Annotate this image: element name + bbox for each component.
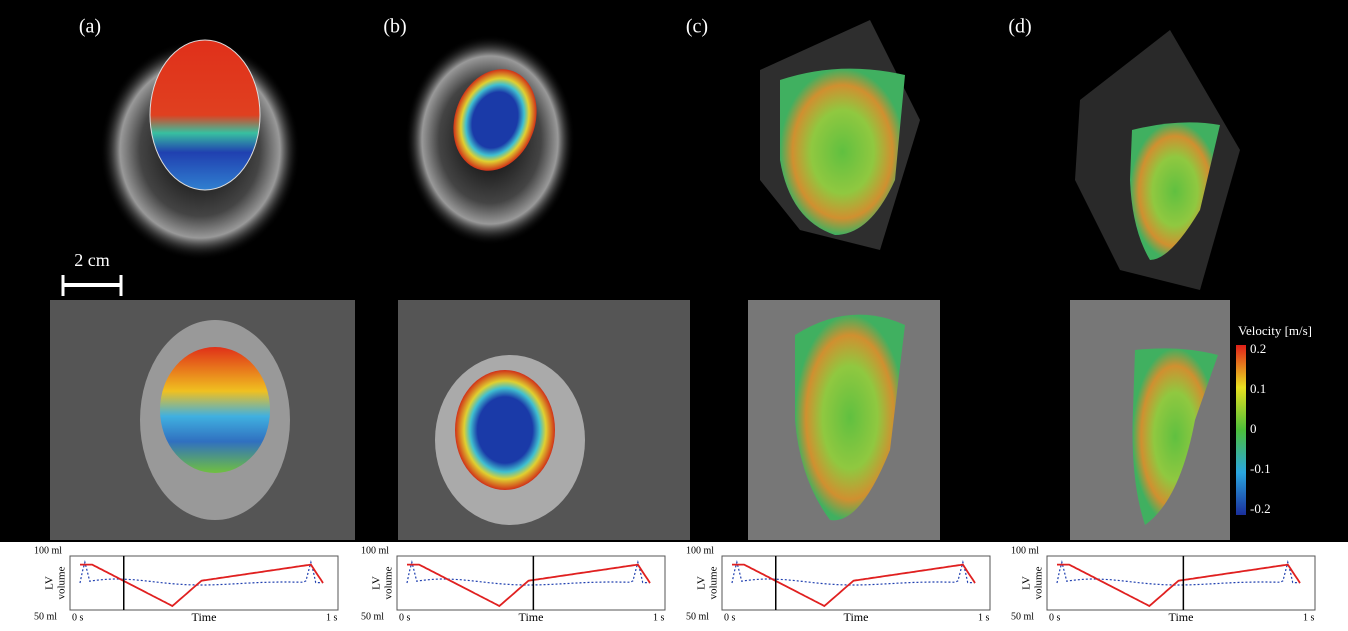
y-axis-label: volume: [708, 566, 720, 599]
mri-flow: [160, 347, 270, 473]
x-axis-label: Time: [192, 610, 217, 624]
colorbar-tick-label: -0.1: [1250, 461, 1271, 476]
x-axis-label: Time: [1169, 610, 1194, 624]
y-max-label: 100 ml: [361, 545, 389, 556]
mri-flow: [455, 370, 555, 490]
plot-frame: [722, 556, 990, 610]
plot-frame: [1047, 556, 1315, 610]
panel-label: (c): [686, 16, 708, 38]
y-axis-label: volume: [56, 566, 68, 599]
y-axis-label: LV: [696, 576, 708, 590]
panel-label: (d): [1008, 16, 1031, 38]
cfd-flow: [150, 40, 260, 190]
y-axis-label: LV: [1021, 576, 1033, 590]
row-label: PC-MRI: [13, 373, 35, 448]
x-axis-label: Time: [519, 610, 544, 624]
colorbar-tick-label: 0: [1250, 421, 1257, 436]
plot-frame: [70, 556, 338, 610]
y-max-label: 100 ml: [34, 545, 62, 556]
scale-bar-label: 2 cm: [74, 250, 110, 270]
x-end-label: 1 s: [326, 612, 338, 623]
y-axis-label: LV: [371, 576, 383, 590]
plot-frame: [397, 556, 665, 610]
x-end-label: 1 s: [653, 612, 665, 623]
colorbar-tick-label: -0.2: [1250, 501, 1271, 516]
colorbar-tick-label: 0.1: [1250, 381, 1266, 396]
y-min-label: 50 ml: [1011, 611, 1034, 622]
y-min-label: 50 ml: [686, 611, 709, 622]
y-min-label: 50 ml: [34, 611, 57, 622]
y-max-label: 100 ml: [686, 545, 714, 556]
y-axis-label: volume: [1033, 566, 1045, 599]
colorbar-title: Velocity [m/s]: [1238, 323, 1312, 338]
x-axis-label: Time: [844, 610, 869, 624]
row-label: CFD simulations: [13, 78, 35, 222]
x-end-label: 1 s: [978, 612, 990, 623]
y-min-label: 50 ml: [361, 611, 384, 622]
colorbar-tick-label: 0.2: [1250, 341, 1266, 356]
x-start-label: 0 s: [399, 612, 411, 623]
figure: 2 cm Velocity [m/s] (a) (b) (c) (d) CFD simu…: [0, 0, 1348, 626]
panel-label: (b): [383, 16, 406, 38]
panel-label: (a): [79, 16, 101, 38]
y-axis-label: volume: [383, 566, 395, 599]
colorbar: [1236, 345, 1246, 515]
x-start-label: 0 s: [1049, 612, 1061, 623]
y-max-label: 100 ml: [1011, 545, 1039, 556]
x-start-label: 0 s: [72, 612, 84, 623]
x-start-label: 0 s: [724, 612, 736, 623]
x-end-label: 1 s: [1303, 612, 1315, 623]
y-axis-label: LV: [44, 576, 56, 590]
